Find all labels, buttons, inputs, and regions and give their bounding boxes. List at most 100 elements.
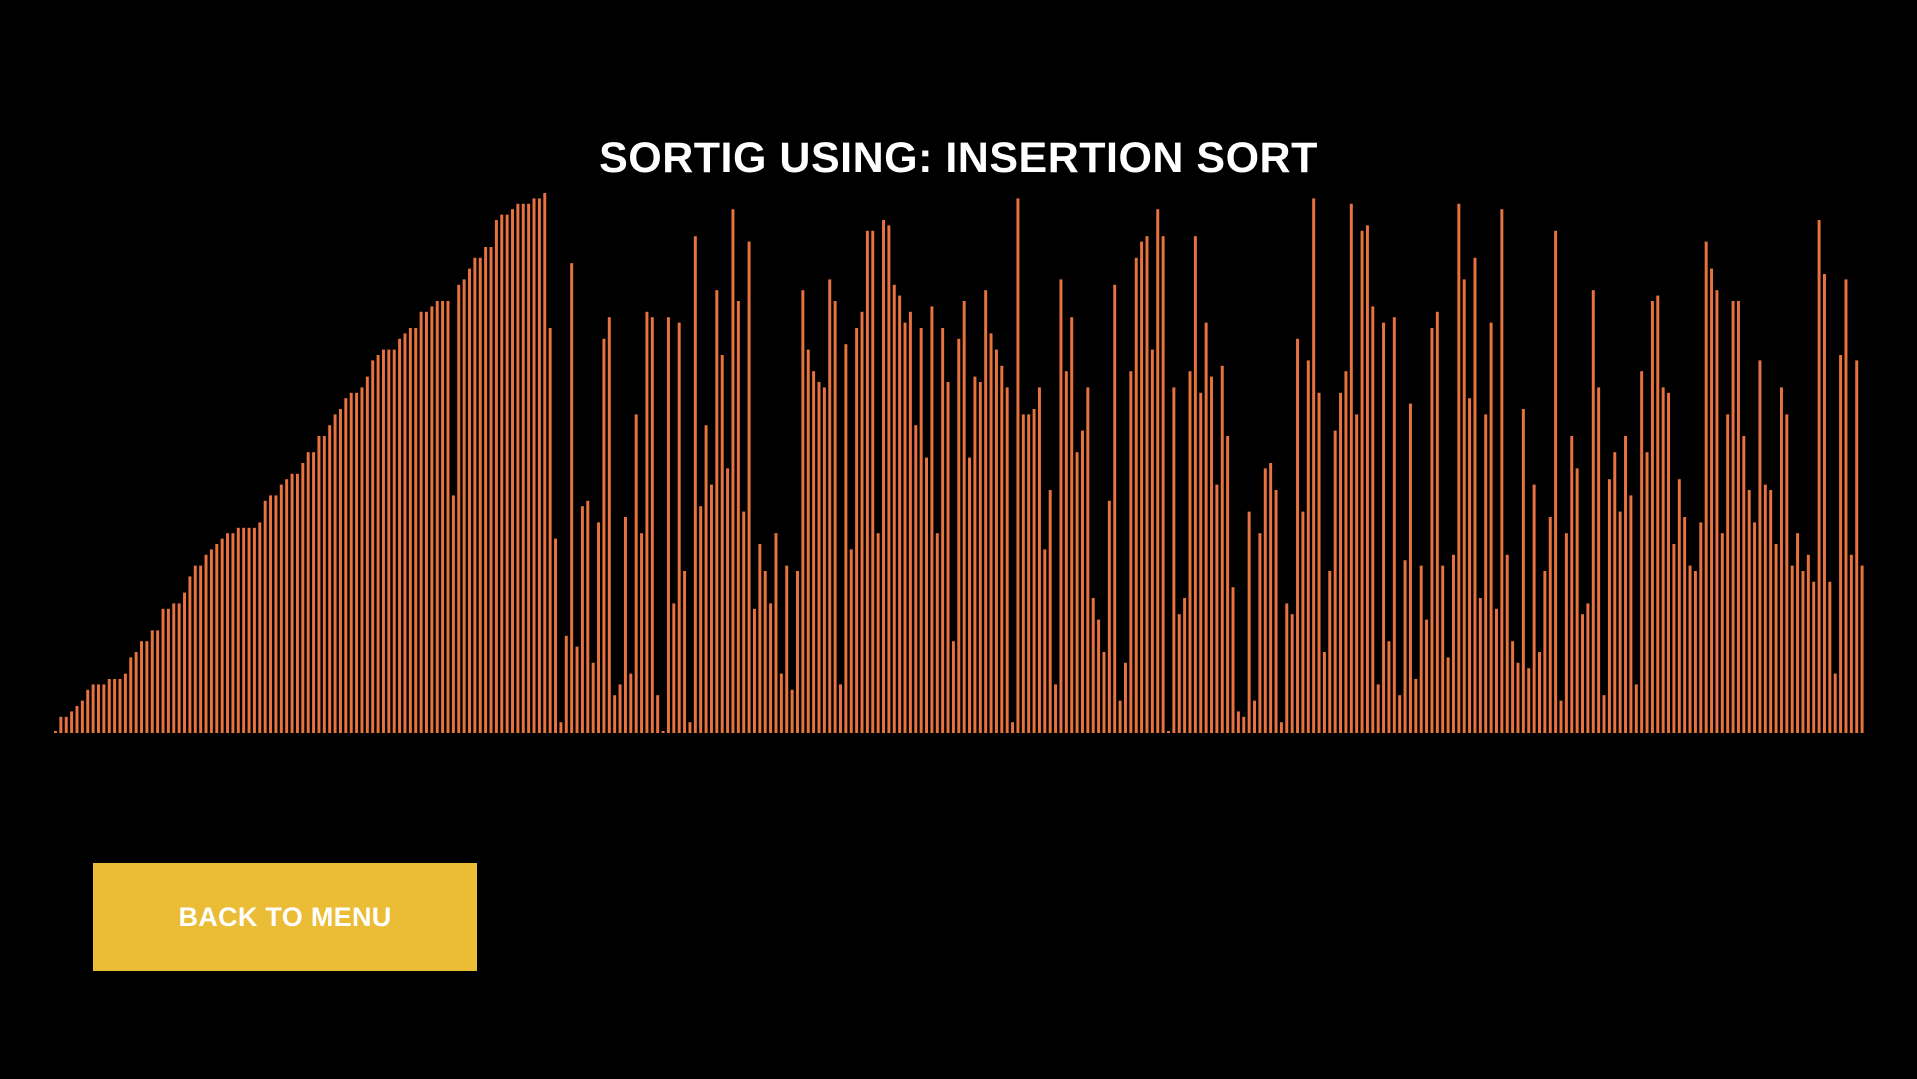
bar: [1613, 452, 1617, 733]
bar: [1446, 657, 1450, 733]
bar: [1037, 387, 1041, 733]
back-to-menu-button[interactable]: BACK TO MENU: [93, 863, 477, 971]
bar: [1672, 544, 1676, 733]
bar: [758, 544, 762, 733]
bar: [1801, 571, 1805, 733]
bar: [209, 549, 213, 733]
bar: [892, 284, 896, 733]
bar: [1204, 322, 1208, 733]
bar: [618, 684, 622, 733]
bar: [430, 306, 434, 733]
bar: [1425, 619, 1429, 733]
bar: [107, 679, 111, 733]
bar: [817, 382, 821, 733]
bar: [887, 225, 891, 733]
bar: [1597, 387, 1601, 733]
bar: [301, 463, 305, 733]
bar: [478, 257, 482, 733]
bar: [306, 452, 310, 733]
bar: [1317, 392, 1321, 733]
bar: [1538, 652, 1541, 733]
bar: [360, 387, 364, 733]
bar: [882, 220, 885, 733]
bar: [371, 360, 375, 733]
bar: [1070, 317, 1074, 733]
bar: [833, 301, 837, 733]
bar: [1543, 571, 1547, 733]
bar: [1064, 371, 1068, 733]
bar: [704, 425, 708, 733]
bar: [554, 538, 558, 733]
bar: [1231, 587, 1235, 733]
bar: [97, 684, 100, 733]
bar: [252, 527, 256, 733]
bar: [774, 533, 778, 733]
bar: [425, 311, 428, 733]
bar: [1123, 662, 1127, 733]
bar: [494, 220, 498, 733]
bar: [140, 641, 143, 733]
bar: [355, 392, 359, 733]
bar: [64, 716, 68, 733]
bar: [505, 214, 509, 734]
bar: [666, 317, 670, 733]
bar: [295, 473, 299, 733]
back-to-menu-label: BACK TO MENU: [178, 901, 392, 932]
bar: [1054, 684, 1058, 733]
bar: [1086, 387, 1090, 733]
bar: [796, 571, 799, 733]
bar: [1285, 603, 1289, 733]
bar: [188, 576, 192, 733]
bar: [338, 409, 342, 733]
bar: [231, 533, 235, 733]
bar: [1102, 652, 1106, 733]
bar: [580, 506, 584, 733]
bar: [1720, 533, 1724, 733]
bar: [489, 247, 493, 733]
bar: [908, 311, 912, 733]
bar: [537, 198, 541, 733]
bar: [242, 527, 246, 733]
bar: [1156, 209, 1160, 733]
bar: [785, 565, 789, 733]
bar: [919, 328, 923, 733]
bar: [1408, 403, 1412, 733]
bar: [1419, 565, 1423, 733]
bar: [736, 301, 740, 733]
bar: [102, 684, 106, 733]
bar: [1527, 668, 1531, 733]
bar: [1441, 565, 1445, 733]
bar: [1118, 700, 1122, 733]
bar: [747, 241, 751, 733]
bar: [1495, 608, 1498, 733]
bar: [650, 317, 654, 733]
bar: [1855, 360, 1859, 733]
bar: [247, 527, 251, 733]
bar: [1812, 581, 1816, 733]
bar: [1183, 598, 1187, 733]
bar: [1349, 203, 1353, 734]
bar: [204, 554, 208, 733]
bar: [457, 284, 461, 733]
bar: [672, 603, 676, 733]
bar: [1172, 387, 1176, 733]
bar: [1548, 517, 1552, 733]
bar: [1387, 641, 1391, 733]
bar: [1021, 414, 1025, 733]
bar: [677, 322, 681, 733]
bar: [1210, 376, 1213, 733]
bar: [473, 257, 477, 733]
bar: [1134, 257, 1138, 733]
bar: [1779, 387, 1783, 733]
bar: [468, 268, 471, 733]
bar: [1624, 436, 1627, 733]
bar: [1215, 484, 1219, 733]
bar: [1457, 203, 1461, 734]
bar: [1048, 490, 1052, 733]
bar: [285, 479, 289, 733]
bar: [844, 344, 848, 733]
bar: [1193, 236, 1197, 733]
bar: [1790, 565, 1794, 733]
bar: [1140, 241, 1144, 733]
